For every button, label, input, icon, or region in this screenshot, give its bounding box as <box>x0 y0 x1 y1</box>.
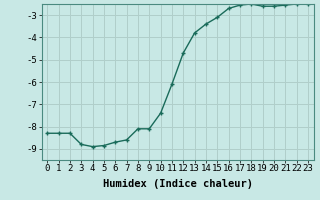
X-axis label: Humidex (Indice chaleur): Humidex (Indice chaleur) <box>103 179 252 189</box>
